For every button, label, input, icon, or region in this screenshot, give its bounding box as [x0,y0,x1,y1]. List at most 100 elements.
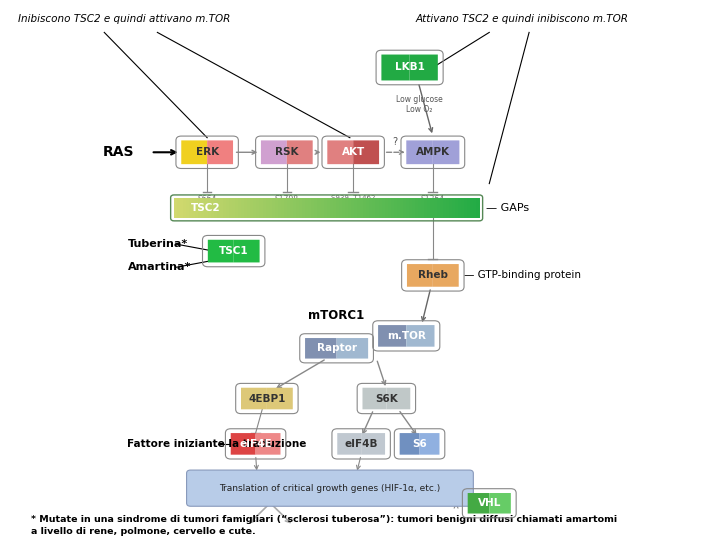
FancyBboxPatch shape [410,55,438,80]
FancyBboxPatch shape [406,140,433,164]
Bar [433,198,437,218]
Text: RAS: RAS [103,145,134,159]
Text: Low glucose
Low O₂: Low glucose Low O₂ [396,94,443,114]
Text: — GTP-binding protein: — GTP-binding protein [464,271,581,280]
FancyBboxPatch shape [267,388,293,409]
Bar [235,198,239,218]
Bar [253,198,257,218]
Bar [418,198,422,218]
Bar [189,198,193,218]
Bar [406,198,410,218]
Text: * Mutate in una sindrome di tumori famigliari (“sclerosi tuberosa”): tumori beni: * Mutate in una sindrome di tumori famig… [31,515,617,524]
Bar [327,198,330,218]
Bar [275,198,279,218]
FancyBboxPatch shape [287,140,312,164]
Text: m.TOR: m.TOR [387,331,426,341]
Bar [214,198,217,218]
Bar [244,198,248,218]
Bar [174,198,178,218]
Bar [467,198,471,218]
FancyBboxPatch shape [337,433,361,455]
Text: LKB1: LKB1 [395,63,425,72]
Bar [183,198,186,218]
Bar [449,198,452,218]
Text: Translation of critical growth genes (HIF-1α, etc.): Translation of critical growth genes (HI… [220,484,441,492]
Bar [339,198,343,218]
Text: Attivano TSC2 e quindi inibiscono m.TOR: Attivano TSC2 e quindi inibiscono m.TOR [416,14,629,24]
Bar [315,198,318,218]
FancyBboxPatch shape [208,240,234,262]
Text: S939, T1462: S939, T1462 [331,195,375,201]
FancyBboxPatch shape [230,433,256,455]
FancyBboxPatch shape [433,140,459,164]
Bar [351,198,355,218]
Bar [348,198,352,218]
Bar [464,198,468,218]
Bar [287,198,291,218]
Bar [256,198,260,218]
Bar [238,198,242,218]
Bar [323,198,328,218]
FancyBboxPatch shape [407,264,433,287]
Bar [269,198,272,218]
Text: S6: S6 [412,439,427,449]
Text: Amartina*: Amartina* [127,262,191,272]
FancyBboxPatch shape [354,140,379,164]
FancyBboxPatch shape [420,433,439,455]
Bar [284,198,287,218]
Bar [470,198,474,218]
Bar [372,198,376,218]
Bar [311,198,315,218]
Bar [394,198,397,218]
Bar [199,198,202,218]
FancyBboxPatch shape [328,140,354,164]
FancyBboxPatch shape [305,338,336,359]
Bar [278,198,282,218]
Text: eIF4E: eIF4E [239,439,272,449]
Bar [281,198,284,218]
Bar [330,198,333,218]
Bar [384,198,388,218]
Bar [354,198,358,218]
Bar [263,198,266,218]
Bar [266,198,269,218]
Bar [271,198,275,218]
Bar [376,198,379,218]
Text: Raptor: Raptor [317,343,356,353]
Text: Inibiscono TSC2 e quindi attivano m.TOR: Inibiscono TSC2 e quindi attivano m.TOR [18,14,230,24]
FancyBboxPatch shape [186,470,473,507]
Text: eIF4B: eIF4B [344,439,378,449]
Text: Tuberina*: Tuberina* [127,239,188,249]
Bar [220,198,223,218]
Text: Rheb: Rheb [418,271,448,280]
FancyBboxPatch shape [378,325,406,347]
Bar [302,198,306,218]
Bar [296,198,300,218]
FancyBboxPatch shape [234,240,260,262]
Bar [204,198,208,218]
FancyBboxPatch shape [400,433,420,455]
Bar [364,198,367,218]
Bar [360,198,364,218]
Bar [318,198,321,218]
Bar [293,198,297,218]
Text: TSC1: TSC1 [219,246,248,256]
Bar [177,198,181,218]
FancyBboxPatch shape [387,388,410,409]
Bar [207,198,211,218]
Bar [290,198,294,218]
Bar [320,198,324,218]
FancyBboxPatch shape [406,325,434,347]
FancyBboxPatch shape [468,493,490,514]
Bar [473,198,477,218]
Text: S1364: S1364 [420,195,445,205]
Text: S1798: S1798 [275,195,299,205]
Bar [180,198,184,218]
Bar [436,198,440,218]
Text: — GAPs: — GAPs [486,203,529,213]
Bar [400,198,404,218]
Bar [251,198,254,218]
Bar [452,198,456,218]
Bar [379,198,382,218]
Bar [382,198,385,218]
